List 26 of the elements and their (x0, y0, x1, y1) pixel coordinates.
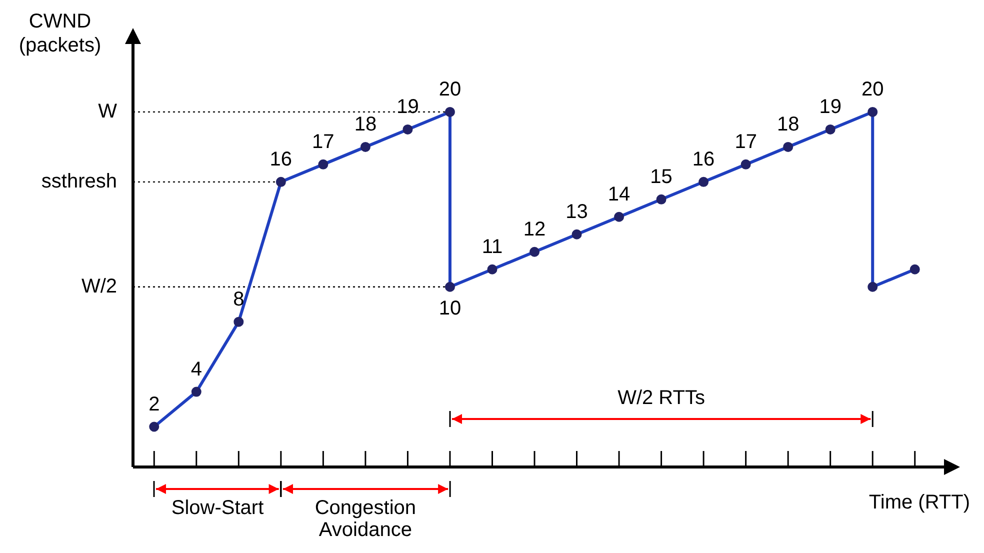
data-label: 2 (148, 393, 160, 416)
text: Slow-Start (170, 497, 265, 519)
y-axis-title: CWND (packets) (18, 10, 102, 57)
data-label: 18 (354, 113, 377, 136)
data-label: 11 (482, 236, 503, 258)
ref-line-label: ssthresh (41, 170, 117, 192)
text: Congestion Avoidance (314, 497, 418, 541)
data-label: 19 (819, 96, 842, 118)
data-label: 16 (692, 148, 715, 170)
data-label: 17 (734, 130, 757, 153)
data-label: 18 (776, 113, 800, 136)
data-label: 20 (438, 78, 462, 100)
data-label: 12 (523, 218, 546, 240)
data-label: 16 (270, 148, 292, 170)
data-label: 17 (312, 130, 334, 153)
data-label: 14 (608, 183, 630, 206)
data-label: 10 (438, 297, 462, 320)
x-axis-title: Time (RTT) (868, 492, 970, 514)
data-label: 4 (190, 358, 202, 380)
ref-line-label: W (98, 100, 118, 122)
ref-line-label: W/2 (81, 275, 117, 298)
data-label: 15 (650, 166, 672, 188)
data-label: 20 (861, 78, 884, 100)
annotation: W/2 RTTs (616, 387, 706, 409)
data-label: 13 (566, 200, 588, 223)
data-label: 8 (233, 288, 244, 310)
